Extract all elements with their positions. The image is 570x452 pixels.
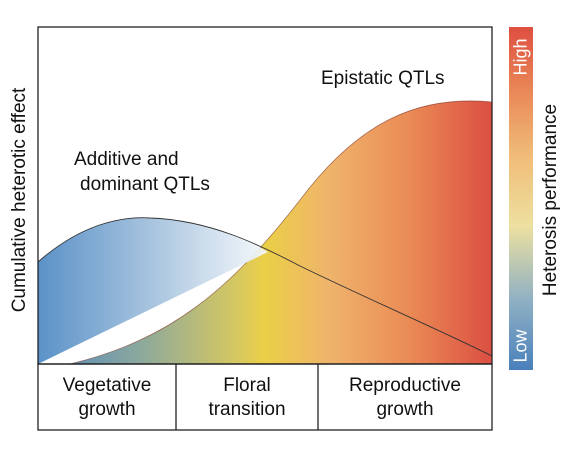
stage-line-1: Reproductive — [349, 375, 461, 396]
stage-floral-transition: Floral transition — [176, 366, 318, 430]
stage-vegetative-growth: Vegetative growth — [38, 366, 176, 430]
additive-line-1: Additive and — [74, 149, 179, 170]
stage-table — [37, 363, 493, 431]
y-axis-label: Cumulative heterotic effect — [9, 87, 30, 313]
epistatic-curve — [69, 100, 493, 365]
stage-reproductive-growth: Reproductive growth — [318, 366, 492, 430]
additive-dominant-annotation: Additive and dominant QTLs — [74, 147, 210, 197]
colorbar-low-label: Low — [510, 329, 531, 363]
additive-dominant-area — [38, 217, 268, 364]
additive-dominant-curve — [37, 217, 493, 357]
stage-line-2: growth — [376, 399, 434, 420]
stage-line-1: Vegetative — [62, 375, 152, 396]
epistatic-area — [38, 100, 492, 365]
colorbar-high-label: High — [510, 38, 531, 76]
stage-line-2: growth — [78, 399, 136, 420]
colorbar-title: Heterosis performance — [540, 103, 561, 297]
stage-line-2: transition — [208, 399, 286, 420]
stage-line-1: Floral — [223, 375, 271, 396]
colorbar — [509, 27, 533, 370]
additive-line-2: dominant QTLs — [80, 174, 210, 195]
epistatic-qtls-annotation: Epistatic QTLs — [321, 68, 445, 89]
